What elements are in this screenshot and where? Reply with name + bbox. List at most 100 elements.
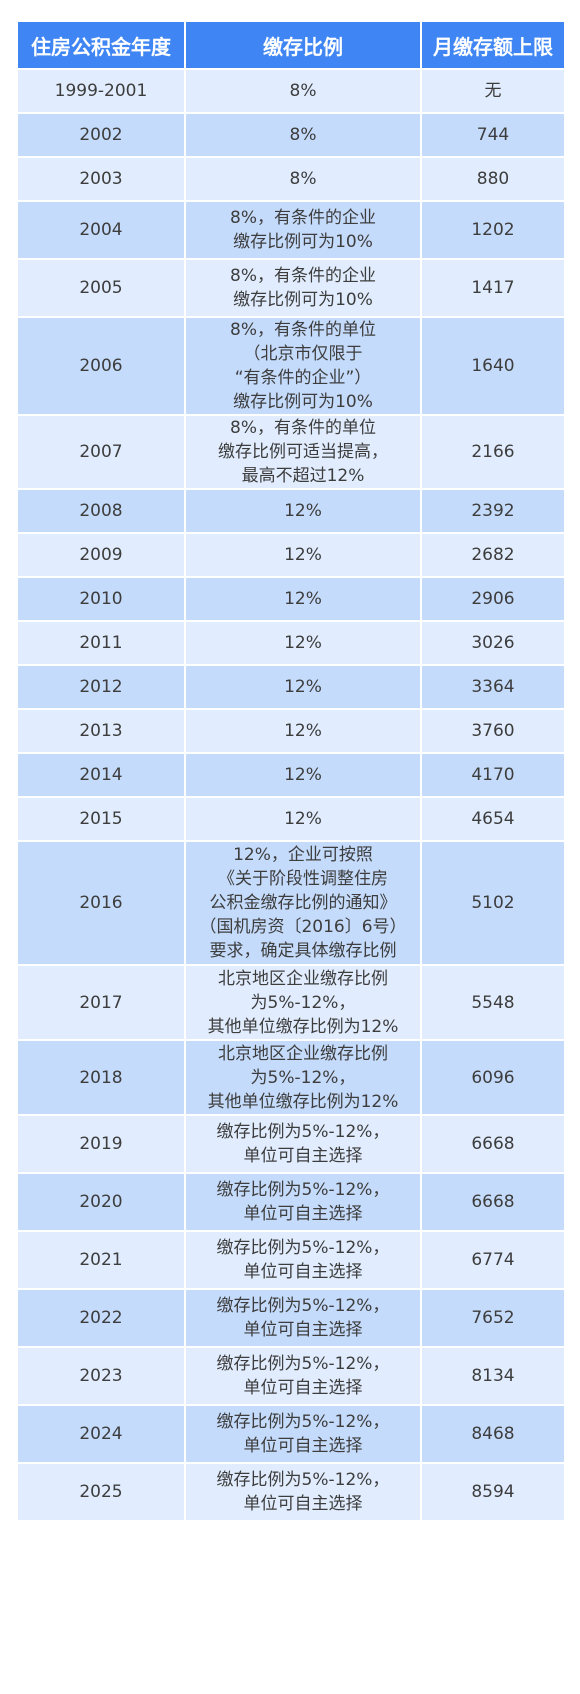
- cell-year: 2006: [16, 316, 186, 416]
- cell-year: 2025: [16, 1462, 186, 1522]
- cell-ratio: 北京地区企业缴存比例 为5%-12%， 其他单位缴存比例为12%: [184, 964, 422, 1041]
- header-cap: 月缴存额上限: [420, 20, 566, 70]
- cell-cap: 无: [420, 68, 566, 114]
- cell-cap: 744: [420, 112, 566, 158]
- cell-year: 2017: [16, 964, 186, 1041]
- cell-cap: 2392: [420, 488, 566, 534]
- cell-year: 2014: [16, 752, 186, 798]
- table-row: 2012 12% 3364: [16, 664, 566, 710]
- cell-cap: 4654: [420, 796, 566, 842]
- cell-ratio: 缴存比例为5%-12%， 单位可自主选择: [184, 1114, 422, 1174]
- table-row: 2019 缴存比例为5%-12%， 单位可自主选择 6668: [16, 1114, 566, 1174]
- cell-ratio: 缴存比例为5%-12%， 单位可自主选择: [184, 1288, 422, 1348]
- table-row: 2014 12% 4170: [16, 752, 566, 798]
- cell-ratio: 12%: [184, 708, 422, 754]
- cell-year: 1999-2001: [16, 68, 186, 114]
- table-row: 2007 8%，有条件的单位 缴存比例可适当提高， 最高不超过12% 2166: [16, 414, 566, 490]
- cell-ratio: 12%: [184, 532, 422, 578]
- cell-cap: 880: [420, 156, 566, 202]
- cell-cap: 4170: [420, 752, 566, 798]
- cell-year: 2024: [16, 1404, 186, 1464]
- cell-ratio: 缴存比例为5%-12%， 单位可自主选择: [184, 1346, 422, 1406]
- cell-cap: 3364: [420, 664, 566, 710]
- cell-cap: 8468: [420, 1404, 566, 1464]
- cell-year: 2011: [16, 620, 186, 666]
- cell-ratio: 8%，有条件的企业 缴存比例可为10%: [184, 258, 422, 318]
- cell-ratio: 缴存比例为5%-12%， 单位可自主选择: [184, 1462, 422, 1522]
- cell-year: 2022: [16, 1288, 186, 1348]
- table-row: 2002 8% 744: [16, 112, 566, 158]
- cell-year: 2013: [16, 708, 186, 754]
- table-row: 2016 12%，企业可按照 《关于阶段性调整住房 公积金缴存比例的通知》 （国机…: [16, 840, 566, 966]
- cell-year: 2009: [16, 532, 186, 578]
- cell-cap: 7652: [420, 1288, 566, 1348]
- cell-ratio: 缴存比例为5%-12%， 单位可自主选择: [184, 1172, 422, 1232]
- cell-cap: 8594: [420, 1462, 566, 1522]
- table-row: 2013 12% 3760: [16, 708, 566, 754]
- cell-ratio: 8%: [184, 68, 422, 114]
- table-row: 2003 8% 880: [16, 156, 566, 202]
- cell-cap: 1202: [420, 200, 566, 260]
- cell-year: 2015: [16, 796, 186, 842]
- cell-cap: 8134: [420, 1346, 566, 1406]
- cell-ratio: 8%，有条件的企业 缴存比例可为10%: [184, 200, 422, 260]
- table-row: 2018 北京地区企业缴存比例 为5%-12%， 其他单位缴存比例为12% 6096: [16, 1039, 566, 1116]
- table-row: 2023 缴存比例为5%-12%， 单位可自主选择 8134: [16, 1346, 566, 1406]
- cell-ratio: 8%，有条件的单位 缴存比例可适当提高， 最高不超过12%: [184, 414, 422, 490]
- housing-fund-table-container: 住房公积金年度 缴存比例 月缴存额上限 1999-2001 8% 无 2002 8% 74…: [16, 20, 566, 1522]
- cell-cap: 6774: [420, 1230, 566, 1290]
- cell-year: 2021: [16, 1230, 186, 1290]
- cell-year: 2018: [16, 1039, 186, 1116]
- table-row: 2004 8%，有条件的企业 缴存比例可为10% 1202: [16, 200, 566, 260]
- table-header-row: 住房公积金年度 缴存比例 月缴存额上限: [16, 20, 566, 70]
- cell-ratio: 缴存比例为5%-12%， 单位可自主选择: [184, 1404, 422, 1464]
- table-row: 2010 12% 2906: [16, 576, 566, 622]
- table-row: 2022 缴存比例为5%-12%， 单位可自主选择 7652: [16, 1288, 566, 1348]
- cell-ratio: 12%: [184, 796, 422, 842]
- header-ratio: 缴存比例: [184, 20, 422, 70]
- cell-year: 2002: [16, 112, 186, 158]
- table-row: 2024 缴存比例为5%-12%， 单位可自主选择 8468: [16, 1404, 566, 1464]
- housing-fund-table: 住房公积金年度 缴存比例 月缴存额上限 1999-2001 8% 无 2002 8% 74…: [16, 20, 566, 1522]
- cell-year: 2023: [16, 1346, 186, 1406]
- cell-ratio: 北京地区企业缴存比例 为5%-12%， 其他单位缴存比例为12%: [184, 1039, 422, 1116]
- table-row: 2009 12% 2682: [16, 532, 566, 578]
- cell-year: 2007: [16, 414, 186, 490]
- cell-year: 2003: [16, 156, 186, 202]
- cell-year: 2008: [16, 488, 186, 534]
- table-body: 1999-2001 8% 无 2002 8% 744 2003 8% 880 2004 8%，有条件…: [16, 68, 566, 1522]
- cell-year: 2010: [16, 576, 186, 622]
- cell-cap: 2166: [420, 414, 566, 490]
- cell-cap: 6668: [420, 1172, 566, 1232]
- cell-year: 2004: [16, 200, 186, 260]
- table-row: 2015 12% 4654: [16, 796, 566, 842]
- table-row: 2025 缴存比例为5%-12%， 单位可自主选择 8594: [16, 1462, 566, 1522]
- cell-cap: 3760: [420, 708, 566, 754]
- cell-year: 2016: [16, 840, 186, 966]
- cell-year: 2019: [16, 1114, 186, 1174]
- cell-cap: 2682: [420, 532, 566, 578]
- cell-ratio: 8%: [184, 112, 422, 158]
- table-row: 2017 北京地区企业缴存比例 为5%-12%， 其他单位缴存比例为12% 5548: [16, 964, 566, 1041]
- cell-cap: 1417: [420, 258, 566, 318]
- cell-cap: 6668: [420, 1114, 566, 1174]
- cell-cap: 5102: [420, 840, 566, 966]
- header-year: 住房公积金年度: [16, 20, 186, 70]
- cell-ratio: 12%: [184, 752, 422, 798]
- cell-cap: 5548: [420, 964, 566, 1041]
- cell-ratio: 12%: [184, 576, 422, 622]
- cell-ratio: 8%: [184, 156, 422, 202]
- cell-cap: 3026: [420, 620, 566, 666]
- cell-year: 2020: [16, 1172, 186, 1232]
- cell-ratio: 8%，有条件的单位 （北京市仅限于 “有条件的企业”） 缴存比例可为10%: [184, 316, 422, 416]
- cell-year: 2005: [16, 258, 186, 318]
- table-row: 2006 8%，有条件的单位 （北京市仅限于 “有条件的企业”） 缴存比例可为10…: [16, 316, 566, 416]
- table-row: 1999-2001 8% 无: [16, 68, 566, 114]
- table-row: 2008 12% 2392: [16, 488, 566, 534]
- cell-ratio: 12%: [184, 488, 422, 534]
- table-row: 2020 缴存比例为5%-12%， 单位可自主选择 6668: [16, 1172, 566, 1232]
- cell-year: 2012: [16, 664, 186, 710]
- cell-cap: 2906: [420, 576, 566, 622]
- cell-ratio: 12%: [184, 664, 422, 710]
- cell-cap: 1640: [420, 316, 566, 416]
